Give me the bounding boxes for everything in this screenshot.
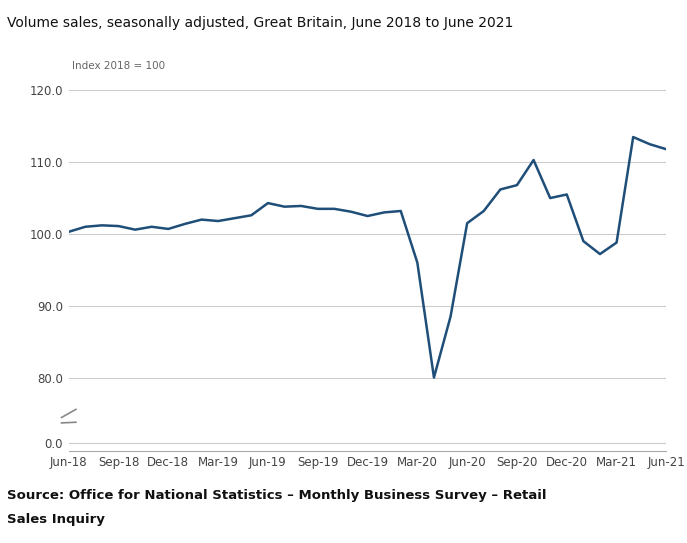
Text: Source: Office for National Statistics – Monthly Business Survey – Retail: Source: Office for National Statistics –… [7,489,546,502]
Text: Index 2018 = 100: Index 2018 = 100 [71,61,165,71]
Text: Sales Inquiry: Sales Inquiry [7,513,104,526]
Text: Volume sales, seasonally adjusted, Great Britain, June 2018 to June 2021: Volume sales, seasonally adjusted, Great… [7,16,513,30]
